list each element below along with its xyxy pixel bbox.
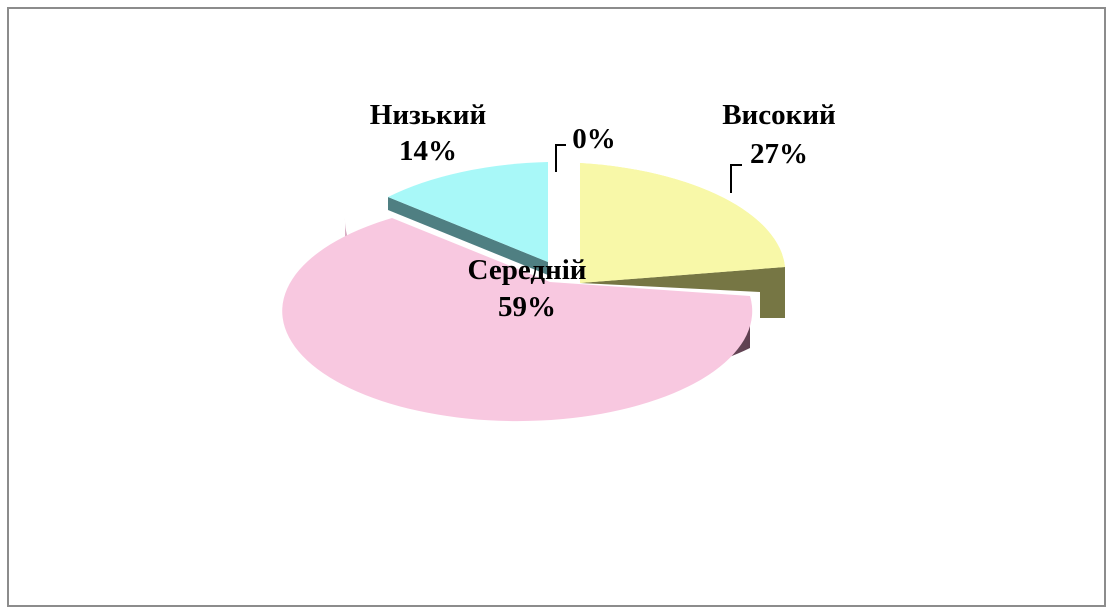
slice-side-low — [388, 197, 548, 275]
label-low-percent: 14% — [399, 135, 457, 167]
label-high-name: Високий — [722, 99, 836, 131]
label-zero-percent: 0% — [572, 123, 616, 155]
label-low-name: Низький — [370, 99, 486, 131]
leader-line-zero — [555, 144, 566, 172]
slice-high-top-redraw — [580, 163, 785, 283]
label-high-percent: 27% — [750, 138, 808, 170]
label-medium-percent: 59% — [498, 291, 556, 323]
slice-low — [388, 162, 548, 262]
label-medium-name: Середній — [468, 254, 587, 286]
leader-line-high — [730, 164, 742, 193]
slice-high-front-edge — [580, 267, 785, 318]
slice-medium — [282, 218, 753, 422]
